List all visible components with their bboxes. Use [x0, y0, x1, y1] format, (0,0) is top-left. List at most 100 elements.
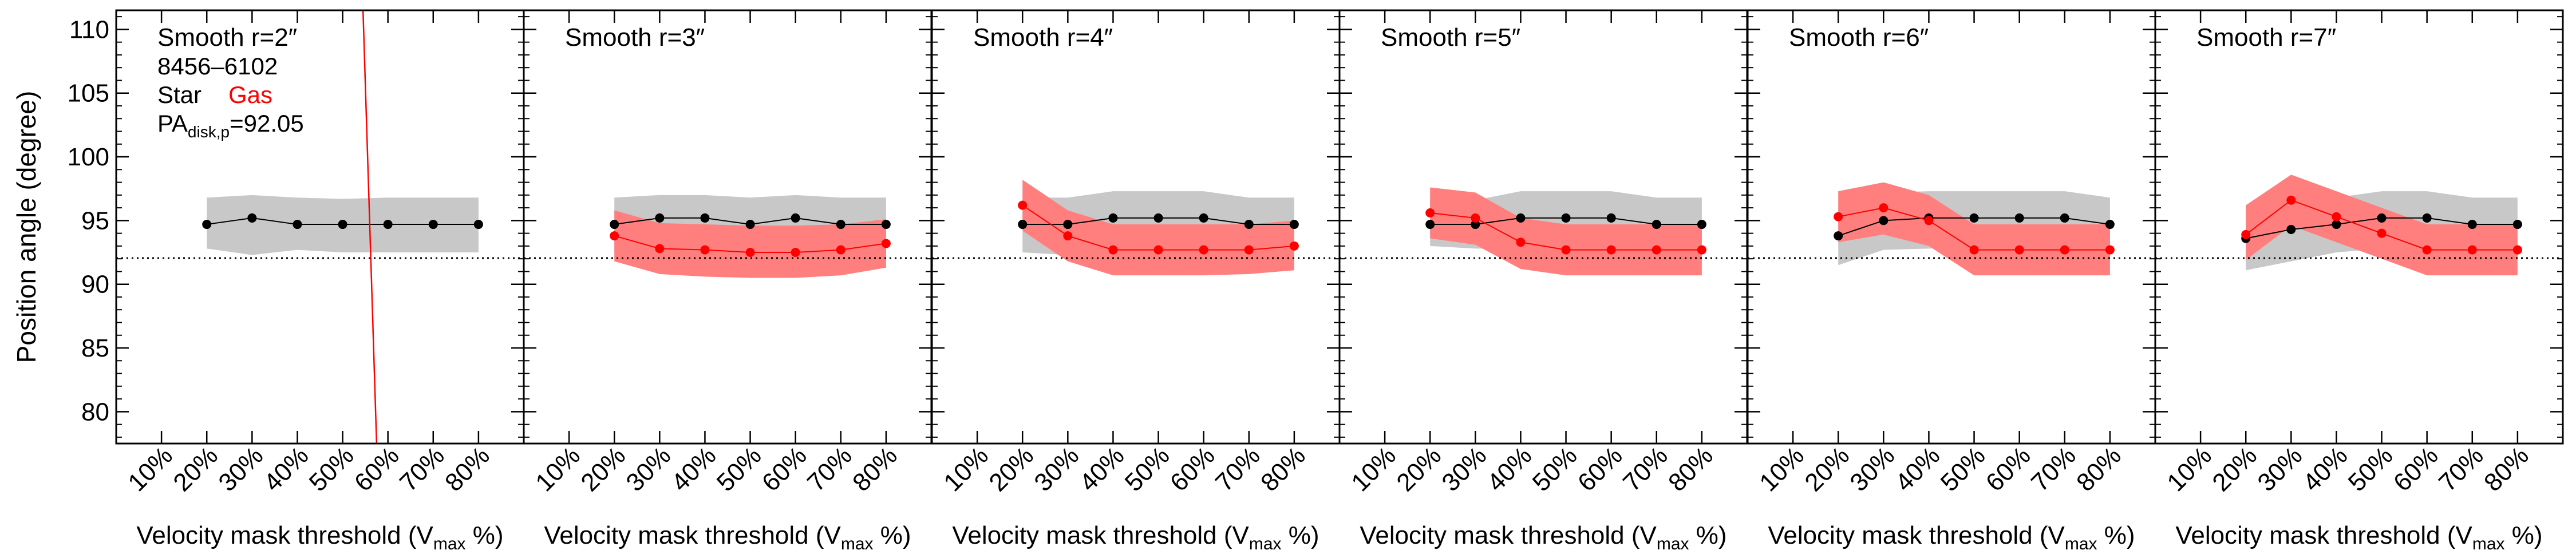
panel-title: Smooth r=2″ [157, 23, 297, 52]
star-data-point [383, 220, 393, 229]
panel-5: 10%20%30%40%50%60%70%80% Velocity mask th… [1747, 9, 2156, 553]
y-tick-label: 80 [81, 398, 109, 426]
gas-uncertainty-band [614, 210, 886, 278]
star-data-point [2377, 213, 2387, 223]
x-tick-label: 70% [1210, 441, 1266, 497]
x-tick-label: 10% [1346, 441, 1401, 497]
star-data-point [655, 213, 665, 223]
gas-series-line [362, 10, 378, 444]
gas-uncertainty-band [1022, 180, 1294, 276]
star-data-point [2512, 220, 2522, 229]
panel-6: 10%20%30%40%50%60%70%80% Velocity mask th… [2154, 9, 2564, 553]
gas-data-point [2422, 245, 2432, 255]
disk-pa-label: PAdisk,p=92.05 [157, 110, 304, 141]
x-tick-label: 30% [2252, 441, 2308, 497]
star-data-point [428, 220, 438, 229]
x-tick-label: 50% [2343, 441, 2399, 497]
gas-data-point [1063, 231, 1073, 241]
x-axis-label: Velocity mask threshold (Vmax %) [1360, 521, 1726, 553]
gas-data-point [1425, 208, 1435, 218]
gas-data-point [1879, 203, 1888, 213]
star-data-point [2105, 220, 2115, 229]
gas-data-point [791, 248, 800, 258]
x-tick-label: 60% [349, 441, 405, 497]
star-data-point [247, 213, 257, 223]
star-data-point [202, 220, 212, 229]
x-axis-label: Velocity mask threshold (Vmax %) [1768, 521, 2135, 553]
gas-data-point [610, 231, 619, 241]
star-data-point [473, 220, 483, 229]
gas-data-point [2332, 212, 2341, 221]
x-tick-label: 80% [1255, 441, 1311, 497]
x-tick-label: 50% [304, 441, 359, 497]
star-data-point [1244, 220, 1254, 229]
star-data-point [1516, 213, 1526, 223]
gas-data-point [1516, 238, 1526, 247]
x-tick-label: 10% [2162, 441, 2217, 497]
x-tick-label: 30% [1029, 441, 1084, 497]
gas-data-point [1108, 245, 1118, 255]
gas-data-point [2467, 245, 2477, 255]
gas-data-point [1244, 245, 1254, 255]
x-tick-label: 80% [2071, 441, 2127, 497]
x-tick-label: 30% [1844, 441, 1900, 497]
panel-1: 80 85 90 95 100 105 110 10%20%30%40%50%60%70%80… [68, 9, 525, 553]
gas-data-point [1606, 245, 1616, 255]
star-data-point [1834, 231, 1843, 241]
star-data-point [2286, 224, 2296, 234]
star-data-point [2422, 213, 2432, 223]
panel-data-layer [1834, 182, 2115, 276]
panel-frame [2154, 9, 2564, 445]
x-tick-label: 10% [123, 441, 178, 497]
gas-data-point [1561, 245, 1571, 255]
gas-data-point [1471, 213, 1480, 223]
x-tick-label: 30% [1436, 441, 1492, 497]
x-tick-label: 40% [1074, 441, 1130, 497]
panel-data-layer [610, 195, 891, 278]
gas-data-point [1289, 241, 1299, 251]
x-tick-label: 30% [213, 441, 268, 497]
x-tick-label: 70% [394, 441, 450, 497]
star-data-point [1471, 220, 1480, 229]
x-tick-label: 40% [1482, 441, 1538, 497]
gas-data-point [1924, 216, 1934, 225]
star-data-point [700, 213, 710, 223]
panel-data-layer [1018, 180, 1299, 276]
star-data-point [1153, 213, 1163, 223]
x-tick-label: 80% [2479, 441, 2534, 497]
star-data-point [745, 220, 755, 229]
x-tick-label: 10% [938, 441, 994, 497]
gas-data-point [1199, 245, 1208, 255]
x-tick-label: 60% [1981, 441, 2036, 497]
x-tick-label: 80% [847, 441, 903, 497]
gas-data-point [2377, 228, 2387, 238]
x-tick-label: 40% [2298, 441, 2353, 497]
x-tick-label: 20% [1391, 441, 1447, 497]
star-data-point [1018, 220, 1028, 229]
plate-ifu-label: 8456–6102 [157, 53, 278, 80]
x-axis-label: Velocity mask threshold (Vmax %) [952, 521, 1319, 553]
x-tick-label: 70% [1618, 441, 1673, 497]
gas-data-point [2286, 195, 2296, 205]
star-data-point [836, 220, 846, 229]
panel-data-layer [1425, 187, 1706, 276]
x-axis-label: Velocity mask threshold (Vmax %) [136, 521, 503, 553]
panel-title: Smooth r=6″ [1789, 23, 1929, 52]
x-axis-label: Velocity mask threshold (Vmax %) [2175, 521, 2542, 553]
x-tick-label: 50% [1120, 441, 1175, 497]
legend-gas-label: Gas [228, 81, 272, 108]
x-tick-label: 20% [168, 441, 223, 497]
gas-data-point [2241, 229, 2251, 239]
panel-title: Smooth r=7″ [2196, 23, 2336, 52]
gas-data-point [2014, 245, 2024, 255]
gas-data-point [1153, 245, 1163, 255]
star-data-point [1289, 220, 1299, 229]
star-data-point [1199, 213, 1208, 223]
gas-data-point [1697, 245, 1706, 255]
star-data-point [2014, 213, 2024, 223]
y-tick-label: 90 [81, 271, 109, 299]
gas-uncertainty-band [1838, 182, 2110, 276]
gas-data-point [2060, 245, 2069, 255]
panel-4: 10%20%30%40%50%60%70%80% Velocity mask th… [1338, 9, 1748, 553]
